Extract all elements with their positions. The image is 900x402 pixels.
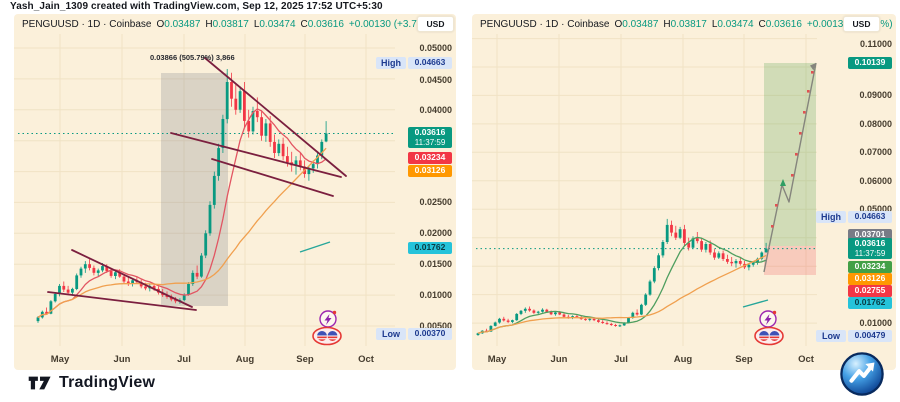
lightning-reaction-icon[interactable] bbox=[759, 310, 777, 328]
ohlc-key: H bbox=[205, 19, 213, 30]
price-axis-label: 0.05000 bbox=[859, 204, 892, 214]
price-axis-label: 0.02000 bbox=[419, 228, 452, 238]
price-axis-label: 0.08000 bbox=[859, 119, 892, 129]
chart-legend[interactable]: PENGUUSD · 1D · Coinbase O0.03487 H0.03817… bbox=[22, 19, 435, 30]
month-label: Sep bbox=[296, 354, 314, 365]
month-label: May bbox=[487, 354, 507, 365]
month-label: May bbox=[50, 354, 70, 365]
price-tag: 0.03234 bbox=[848, 261, 892, 273]
rally-annotation[interactable]: 0.03866 (505.79%) 3,866 bbox=[150, 53, 235, 62]
symbol-title[interactable]: PENGUUSD · 1D · Coinbase bbox=[22, 19, 152, 30]
lightning-reaction-icon[interactable] bbox=[319, 310, 337, 328]
drawing-boxes[interactable] bbox=[161, 73, 228, 306]
high-low-pill: Low bbox=[376, 328, 406, 340]
month-label: Jul bbox=[614, 354, 628, 365]
price-chart-canvas[interactable] bbox=[472, 14, 896, 370]
month-label: Oct bbox=[358, 354, 374, 365]
ohlc-key: C bbox=[758, 19, 766, 30]
ohlc-key: L bbox=[711, 19, 718, 30]
bottom-bar: TradingView bbox=[0, 370, 900, 400]
tradingview-logo[interactable]: TradingView bbox=[28, 374, 155, 392]
month-label: Aug bbox=[235, 354, 255, 365]
high-low-pill: Low bbox=[816, 330, 846, 342]
ohlc-key: O bbox=[614, 19, 623, 30]
price-axis-label: 0.07000 bbox=[859, 147, 892, 157]
ohlc-value: 0.03817 bbox=[212, 19, 249, 30]
chart-panel-right: PENGUUSD · 1D · Coinbase O0.03487 H0.03817… bbox=[472, 14, 896, 370]
price-axis-label: 0.11000 bbox=[859, 39, 892, 49]
price-axis-label: 0.09000 bbox=[859, 90, 892, 100]
price-tag: 0.00370 bbox=[408, 328, 452, 340]
candles-layer[interactable] bbox=[36, 69, 328, 323]
price-tag: 0.10139 bbox=[848, 57, 892, 69]
month-label: Sep bbox=[735, 354, 753, 365]
high-low-pill: High bbox=[816, 211, 846, 223]
ohlc-key: H bbox=[663, 19, 671, 30]
credit-line: Yash_Jain_1309 created with TradingView.… bbox=[10, 1, 383, 12]
price-axis-label: 0.02500 bbox=[419, 197, 452, 207]
month-label: Jun bbox=[550, 354, 568, 365]
price-tag: 0.03126 bbox=[848, 273, 892, 285]
price-chart-canvas[interactable]: 0.03866 (505.79%) 3,866 bbox=[14, 14, 456, 370]
tradingview-logo-text: TradingView bbox=[59, 374, 156, 391]
month-label: Oct bbox=[798, 354, 814, 365]
month-label: Aug bbox=[673, 354, 693, 365]
price-axis-label: 0.05000 bbox=[419, 43, 452, 53]
ohlc-value: 0.03817 bbox=[670, 19, 707, 30]
symbol-title[interactable]: PENGUUSD · 1D · Coinbase bbox=[480, 19, 610, 30]
month-label: Jun bbox=[113, 354, 131, 365]
chart-panel-left: PENGUUSD · 1D · Coinbase O0.03487 H0.03817… bbox=[14, 14, 456, 370]
moving-averages bbox=[477, 236, 767, 334]
emoji-flags-reaction-icon[interactable] bbox=[312, 326, 342, 346]
drawing-boxes[interactable] bbox=[764, 63, 816, 275]
price-tag: 0.04663 bbox=[408, 57, 452, 69]
long-position-projection[interactable] bbox=[763, 62, 817, 273]
ohlc-key: L bbox=[253, 19, 260, 30]
currency-toggle-usd[interactable]: USD bbox=[417, 16, 454, 32]
teal-trend-segment[interactable] bbox=[299, 241, 331, 253]
change-value: +0.00130 (+3.73%) bbox=[348, 19, 435, 30]
price-tag: 0.03701 bbox=[848, 229, 892, 241]
price-axis-label: 0.01500 bbox=[419, 259, 452, 269]
ohlc-value: 0.03487 bbox=[622, 19, 659, 30]
price-tag: 0.01762 bbox=[848, 297, 892, 309]
price-axis-label: 0.00500 bbox=[419, 321, 452, 331]
moving-averages bbox=[37, 108, 327, 318]
price-tag: 0.00479 bbox=[848, 330, 892, 342]
month-label: Jul bbox=[177, 354, 191, 365]
currency-toggle-usd[interactable]: USD bbox=[843, 16, 880, 32]
high-low-pill: High bbox=[376, 57, 406, 69]
price-axis-label: 0.06000 bbox=[859, 176, 892, 186]
ohlc-key: C bbox=[300, 19, 308, 30]
chart-arrow-logo-icon bbox=[839, 351, 885, 397]
ohlc-value: 0.03616 bbox=[307, 19, 344, 30]
price-tag: 0.02755 bbox=[848, 285, 892, 297]
price-axis-label: 0.01000 bbox=[859, 318, 892, 328]
projection-arrowhead bbox=[810, 63, 816, 71]
price-tag: 0.01762 bbox=[408, 242, 452, 254]
teal-trend-segment[interactable] bbox=[742, 299, 769, 308]
ohlc-value: 0.03487 bbox=[164, 19, 201, 30]
price-tag: 0.04663 bbox=[848, 211, 892, 223]
price-tag: 0.03616 11:37:59 bbox=[848, 238, 892, 259]
trendlines[interactable] bbox=[47, 57, 347, 311]
chart-legend[interactable]: PENGUUSD · 1D · Coinbase O0.03487 H0.03817… bbox=[480, 19, 893, 30]
price-axis-label: 0.04000 bbox=[419, 105, 452, 115]
ohlc-key: O bbox=[156, 19, 165, 30]
price-tag: 0.03616 11:37:59 bbox=[408, 127, 452, 148]
tradingview-logo-icon bbox=[28, 376, 51, 390]
ohlc-value: 0.03474 bbox=[717, 19, 754, 30]
candles-layer[interactable] bbox=[476, 218, 768, 336]
price-axis-label: 0.01000 bbox=[419, 290, 452, 300]
price-tag: 0.03126 bbox=[408, 165, 452, 177]
ohlc-value: 0.03474 bbox=[259, 19, 296, 30]
price-tag: 0.03234 bbox=[408, 152, 452, 164]
emoji-flags-reaction-icon[interactable] bbox=[754, 326, 784, 346]
ohlc-value: 0.03616 bbox=[765, 19, 802, 30]
price-axis-label: 0.04500 bbox=[419, 75, 452, 85]
ohlc-values: O0.03487 H0.03817 L0.03474 C0.03616 +0.00130… bbox=[151, 19, 434, 30]
